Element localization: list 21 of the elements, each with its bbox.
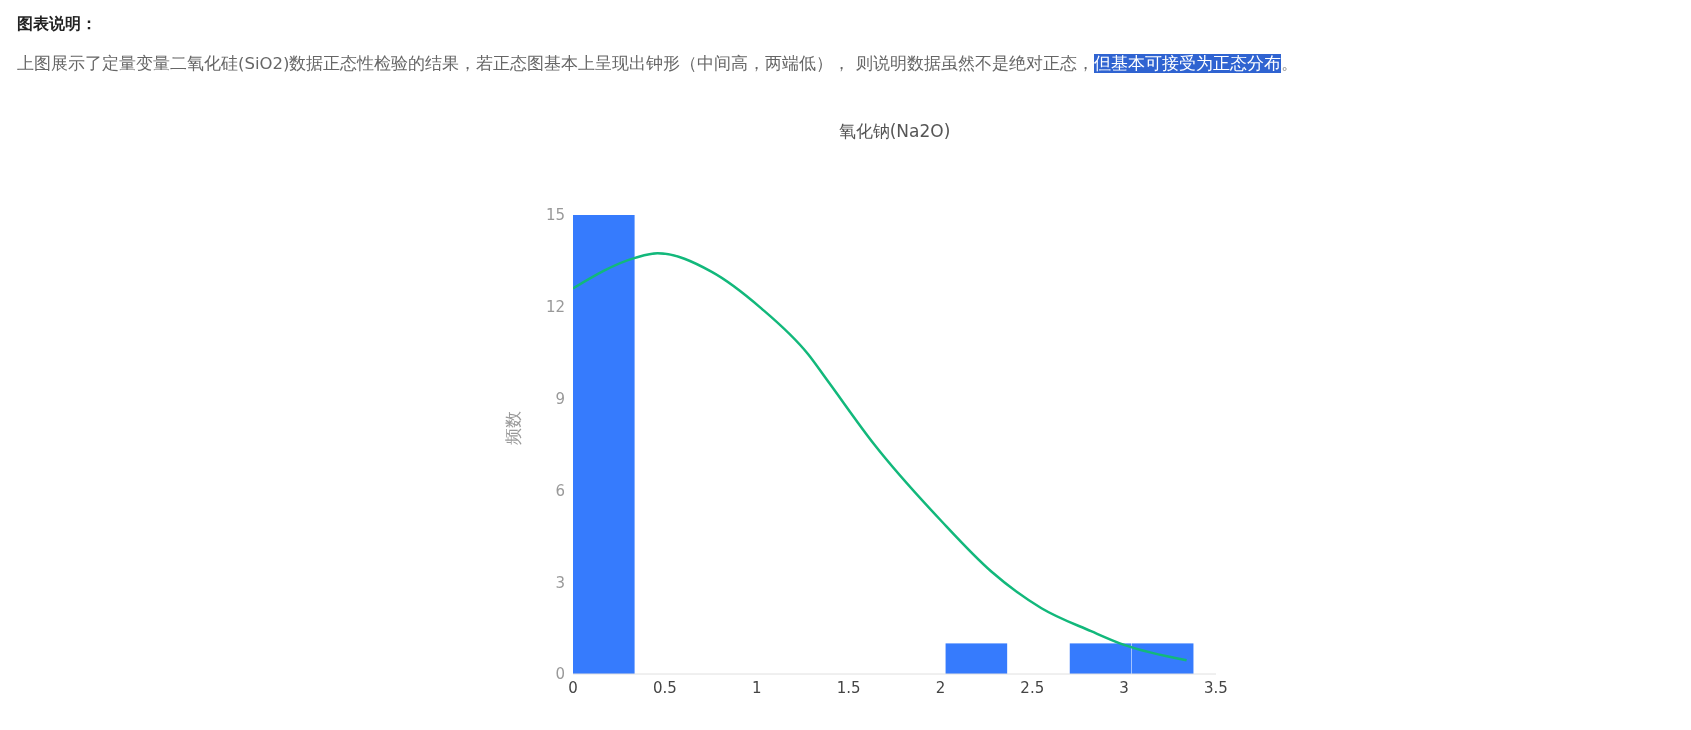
x-tick-label: 0.5 (652, 678, 677, 697)
y-tick-label: 15 (545, 206, 565, 225)
x-tick-label: 0 (568, 678, 578, 697)
text: 但基本可接受为正态分布 (1093, 54, 1281, 73)
x-tick-label: 3.5 (1204, 678, 1228, 697)
x-tick-label: 1.5 (836, 678, 861, 697)
y-tick-label: 9 (555, 389, 565, 408)
text: 图表说明： (17, 14, 97, 35)
x-tick-label: 1 (751, 678, 762, 697)
x-tick-label: 2.5 (1020, 678, 1045, 697)
chart-title: 氧化钠(Na2O) (837, 120, 952, 143)
y-tick-label: 0 (555, 665, 565, 684)
line-series (573, 252, 1188, 662)
text: 。 (1280, 54, 1298, 73)
y-tick-label: 12 (545, 298, 565, 317)
text: 上图展示了定量变量二氧化硅(SiO2)数据正态性检验的结果，若正态图基本上呈现出钟形（中间高，两端低）， 则说明数据虽然不是绝对正态， (17, 54, 1094, 73)
x-tick-label: 2 (935, 678, 946, 697)
y-tick-label: 3 (555, 573, 565, 592)
y-tick-label: 6 (555, 481, 565, 500)
x-tick-label: 3 (1119, 678, 1129, 697)
y-axis-title: 频数 (503, 410, 524, 445)
